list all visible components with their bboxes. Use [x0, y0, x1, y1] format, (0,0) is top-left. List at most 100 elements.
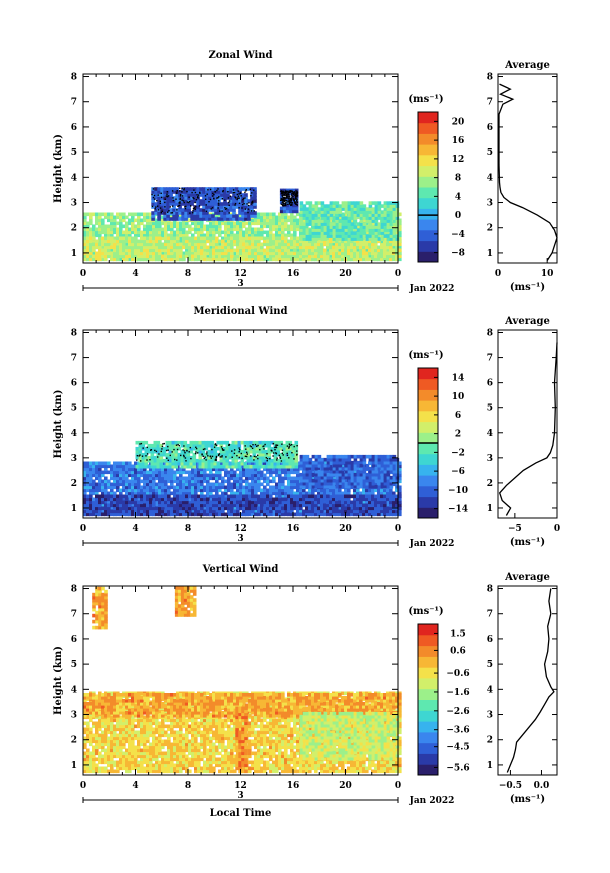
heatmap-cell: [323, 257, 327, 262]
heatmap-cell: [128, 482, 132, 487]
heatmap-cell: [221, 236, 225, 241]
heatmap-cell: [251, 221, 255, 226]
heatmap-cell: [107, 239, 111, 244]
heatmap-cell: [188, 500, 192, 505]
heatmap-cell: [166, 214, 170, 218]
heatmap-cell: [179, 233, 183, 238]
heatmap-cell: [199, 187, 203, 191]
heatmap-cell: [278, 479, 282, 484]
heatmap-cell: [398, 227, 402, 232]
heatmap-cell: [197, 230, 201, 235]
heatmap-cell: [320, 228, 325, 232]
heatmap-cell: [181, 208, 185, 212]
profile-y-tick-label: 2: [487, 224, 493, 234]
contour-mark: [228, 201, 230, 204]
heatmap-cell: [191, 221, 195, 226]
heatmap-cell: [308, 491, 312, 496]
heatmap-cell: [131, 227, 135, 232]
heatmap-cell: [257, 212, 261, 217]
heatmap-cell: [101, 224, 105, 229]
heatmap-cell: [191, 251, 195, 256]
heatmap-cell: [221, 257, 225, 262]
heatmap-cell: [269, 230, 273, 235]
heatmap-cell: [284, 251, 288, 256]
heatmap-cell: [260, 257, 264, 262]
heatmap-cell: [278, 254, 282, 259]
heatmap-cell: [220, 214, 224, 218]
heatmap-cell: [356, 201, 361, 205]
heatmap-cell: [368, 228, 373, 232]
heatmap-cell: [98, 251, 102, 256]
heatmap-cell: [232, 196, 236, 200]
contour-mark: [157, 194, 159, 196]
heatmap-cell: [185, 479, 189, 484]
heatmap-cell: [140, 491, 144, 496]
heatmap-cell: [110, 212, 114, 217]
heatmap-cell: [317, 231, 322, 235]
heatmap-cell: [227, 242, 231, 247]
heatmap-cell: [236, 221, 240, 226]
heatmap-cell: [182, 470, 186, 475]
heatmap-cell: [247, 211, 251, 215]
heatmap-cell: [226, 217, 230, 221]
heatmap-cell: [151, 214, 155, 218]
heatmap-cell: [296, 485, 300, 490]
heatmap-cell: [218, 230, 222, 235]
heatmap-cell: [236, 482, 240, 487]
heatmap-cell: [155, 227, 159, 232]
heatmap-cell: [329, 225, 334, 229]
x-tick-label: 20: [339, 269, 352, 279]
heatmap-cell: [206, 224, 210, 229]
heatmap-cell: [122, 212, 126, 217]
heatmap-cell: [200, 248, 204, 253]
heatmap-cell: [281, 239, 285, 244]
heatmap-cell: [230, 233, 234, 238]
heatmap-cell: [224, 467, 228, 472]
contour-mark: [247, 211, 249, 214]
heatmap-cell: [257, 245, 261, 250]
heatmap-cell: [110, 464, 114, 469]
heatmap-cell: [166, 199, 170, 203]
contour-mark: [172, 197, 174, 199]
heatmap-cell: [398, 230, 402, 235]
heatmap-cell: [101, 236, 105, 241]
heatmap-cell: [302, 216, 307, 220]
heatmap-cell: [305, 219, 310, 223]
heatmap-cell: [191, 254, 195, 259]
heatmap-cell: [365, 228, 370, 232]
heatmap-cell: [311, 213, 316, 217]
heatmap-cell: [187, 187, 191, 191]
heatmap-cell: [362, 222, 367, 226]
heatmap-cell: [326, 242, 330, 247]
heatmap-cell: [227, 482, 231, 487]
heatmap-cell: [89, 215, 93, 220]
heatmap-cell: [157, 190, 161, 194]
heatmap-cell: [287, 239, 291, 244]
heatmap-cell: [191, 257, 195, 262]
heatmap-cell: [212, 485, 216, 490]
heatmap-cell: [193, 196, 197, 200]
heatmap-cell: [125, 479, 129, 484]
heatmap-cell: [185, 239, 189, 244]
heatmap-cell: [140, 467, 144, 472]
heatmap-cell: [155, 470, 159, 475]
heatmap-cell: [208, 193, 212, 197]
heatmap-cell: [104, 239, 108, 244]
heatmap-cell: [173, 251, 177, 256]
heatmap-cell: [83, 242, 87, 247]
heatmap-cell: [323, 500, 327, 505]
heatmap-cell: [317, 228, 322, 232]
heatmap-cell: [179, 257, 183, 262]
heatmap-cell: [182, 221, 186, 226]
y-tick-label: 2: [71, 224, 77, 234]
heatmap-cell: [296, 212, 300, 217]
heatmap-cell: [341, 242, 345, 247]
heatmap-cell: [170, 467, 174, 472]
heatmap-cell: [146, 227, 150, 232]
heatmap-cell: [116, 479, 120, 484]
heatmap-cell: [227, 221, 231, 226]
heatmap-cell: [158, 470, 162, 475]
contour-mark: [294, 201, 297, 203]
heatmap-cell: [224, 227, 228, 232]
heatmap-cell: [119, 512, 123, 517]
